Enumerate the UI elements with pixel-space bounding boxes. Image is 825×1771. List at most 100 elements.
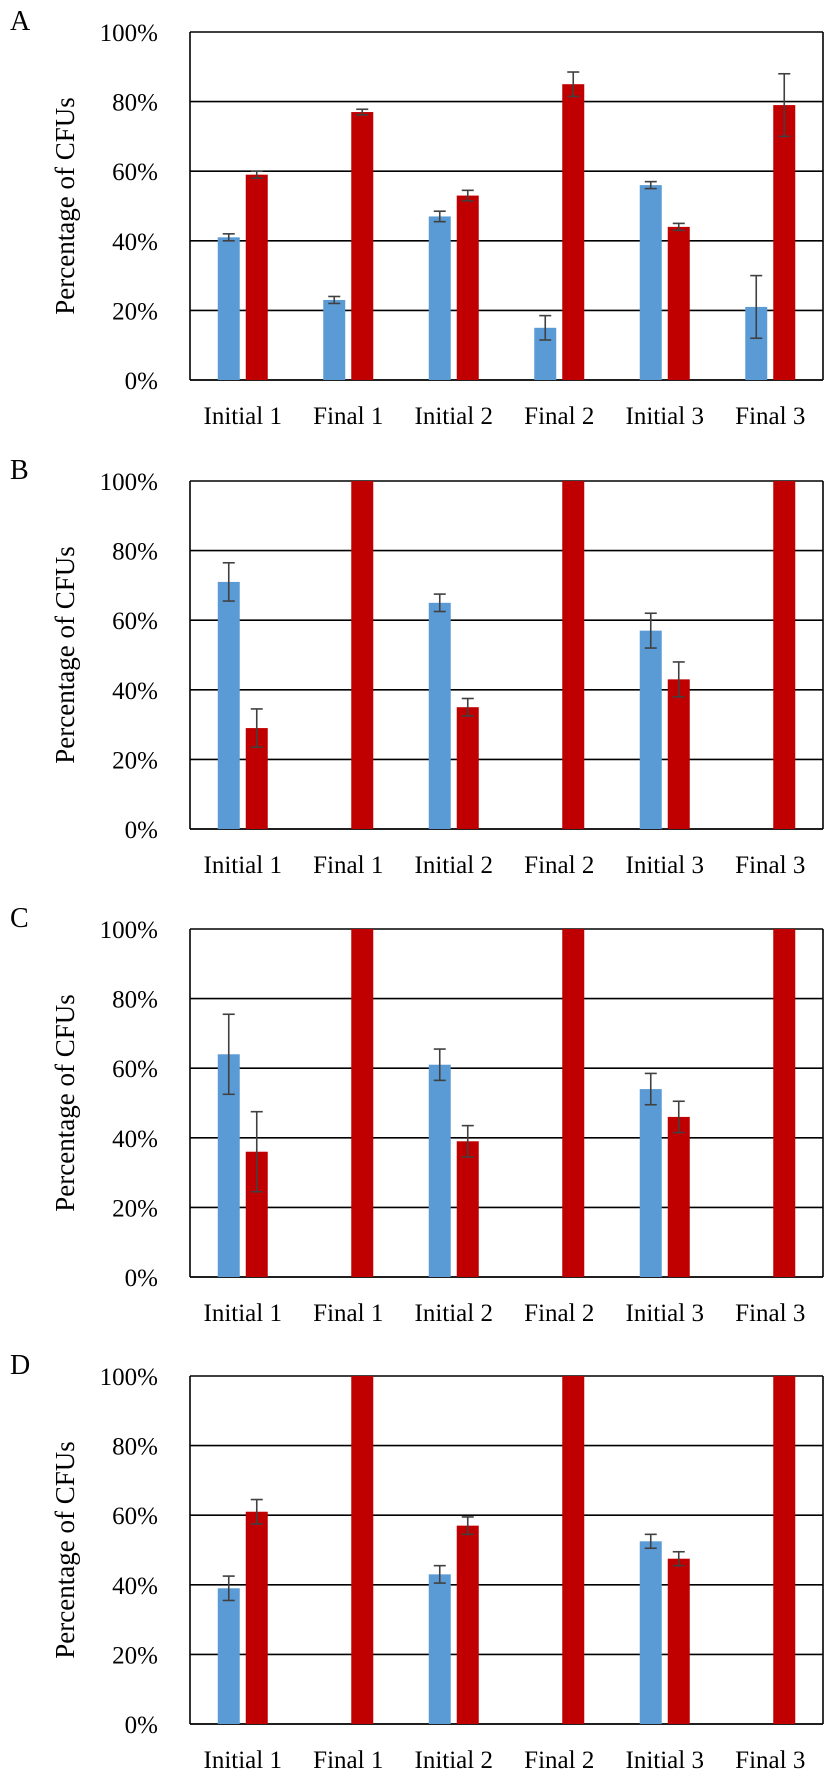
bar	[562, 84, 585, 380]
x-tick-label: Initial 3	[626, 1747, 704, 1771]
bar	[667, 226, 690, 380]
panel-letter: C	[10, 903, 29, 934]
y-tick-label: 0%	[125, 1265, 158, 1292]
x-tick-label: Initial 2	[415, 852, 493, 879]
x-tick-label: Final 3	[735, 1747, 805, 1771]
y-tick-label: 100%	[100, 917, 158, 944]
bar	[351, 481, 374, 829]
bar	[428, 1574, 451, 1724]
panel-letter: D	[10, 1350, 30, 1381]
bar	[562, 481, 585, 829]
x-tick-label: Initial 2	[415, 1747, 493, 1771]
bar	[456, 1141, 479, 1277]
bar	[217, 581, 240, 829]
y-tick-label: 40%	[112, 678, 158, 705]
y-tick-label: 40%	[112, 1573, 158, 1600]
x-tick-label: Initial 3	[626, 403, 704, 430]
bar	[667, 1116, 690, 1277]
y-tick-label: 60%	[112, 159, 158, 186]
y-axis-label: Percentage of CFUs	[50, 1441, 80, 1658]
bar	[639, 630, 662, 829]
x-tick-label: Initial 3	[626, 1300, 704, 1327]
y-tick-label: 80%	[112, 987, 158, 1014]
bar	[323, 299, 346, 380]
y-tick-label: 40%	[112, 1126, 158, 1153]
chart-panel-b: B 0% 20% 40% 60% 80% 100% Percentage of CFUs Ini…	[10, 455, 824, 879]
x-tick-label: Initial 1	[204, 1300, 282, 1327]
y-tick-label: 60%	[112, 608, 158, 635]
x-tick-label: Initial 2	[415, 403, 493, 430]
y-axis-label: Percentage of CFUs	[50, 546, 80, 763]
x-tick-label: Initial 1	[204, 852, 282, 879]
bar	[667, 679, 690, 829]
y-tick-label: 20%	[112, 1642, 158, 1669]
bar	[351, 112, 374, 380]
x-tick-label: Final 1	[313, 403, 383, 430]
x-tick-label: Initial 1	[204, 403, 282, 430]
x-tick-label: Initial 1	[204, 1747, 282, 1771]
bar	[562, 1376, 585, 1724]
x-tick-label: Final 1	[313, 852, 383, 879]
bar	[773, 481, 796, 829]
bar	[667, 1558, 690, 1724]
x-tick-label: Final 2	[524, 1747, 594, 1771]
bar	[217, 1588, 240, 1724]
bar	[245, 728, 268, 829]
bar	[351, 929, 374, 1277]
y-tick-label: 20%	[112, 298, 158, 325]
y-tick-label: 20%	[112, 1195, 158, 1222]
x-tick-label: Final 2	[524, 852, 594, 879]
y-tick-label: 80%	[112, 90, 158, 117]
bar	[245, 1151, 268, 1277]
bar	[245, 1511, 268, 1724]
bar	[428, 1064, 451, 1277]
y-tick-label: 100%	[100, 20, 158, 47]
y-tick-label: 40%	[112, 229, 158, 256]
y-tick-label: 100%	[100, 469, 158, 496]
bar	[245, 174, 268, 380]
bar	[456, 1525, 479, 1724]
y-axis-label: Percentage of CFUs	[50, 97, 80, 314]
panel-letter: B	[10, 455, 29, 486]
x-tick-label: Final 3	[735, 1300, 805, 1327]
y-tick-label: 60%	[112, 1503, 158, 1530]
x-tick-label: Final 3	[735, 403, 805, 430]
y-tick-label: 100%	[100, 1364, 158, 1391]
y-tick-label: 20%	[112, 747, 158, 774]
x-tick-label: Final 2	[524, 403, 594, 430]
bar	[456, 195, 479, 380]
bar	[456, 707, 479, 829]
x-tick-label: Initial 3	[626, 852, 704, 879]
bar	[534, 327, 557, 380]
bar	[217, 237, 240, 380]
x-tick-label: Final 1	[313, 1300, 383, 1327]
bar	[639, 1541, 662, 1724]
bar	[562, 929, 585, 1277]
bar	[773, 1376, 796, 1724]
y-tick-label: 60%	[112, 1056, 158, 1083]
y-tick-label: 80%	[112, 1434, 158, 1461]
chart-panel-a: A 0% 20% 40% 60% 80% 100% Percentage of CFUs Ini…	[10, 6, 824, 430]
chart-panel-d: D 0% 20% 40% 60% 80% 100% Percentage of CFUs Ini…	[10, 1350, 824, 1771]
y-tick-label: 0%	[125, 817, 158, 844]
y-tick-label: 80%	[112, 539, 158, 566]
x-tick-label: Final 1	[313, 1747, 383, 1771]
bar	[428, 216, 451, 380]
bar	[745, 306, 768, 380]
bar	[428, 602, 451, 829]
x-tick-label: Initial 2	[415, 1300, 493, 1327]
y-axis-label: Percentage of CFUs	[50, 994, 80, 1211]
bar	[639, 1089, 662, 1277]
x-tick-label: Final 3	[735, 852, 805, 879]
y-tick-label: 0%	[125, 1712, 158, 1739]
bar	[773, 105, 796, 380]
x-tick-label: Final 2	[524, 1300, 594, 1327]
bar	[639, 185, 662, 380]
bar	[217, 1054, 240, 1277]
panel-letter: A	[10, 6, 31, 37]
chart-panel-c: C 0% 20% 40% 60% 80% 100% Percentage of CFUs Ini…	[10, 903, 824, 1327]
y-tick-label: 0%	[125, 368, 158, 395]
bar	[773, 929, 796, 1277]
bar	[351, 1376, 374, 1724]
